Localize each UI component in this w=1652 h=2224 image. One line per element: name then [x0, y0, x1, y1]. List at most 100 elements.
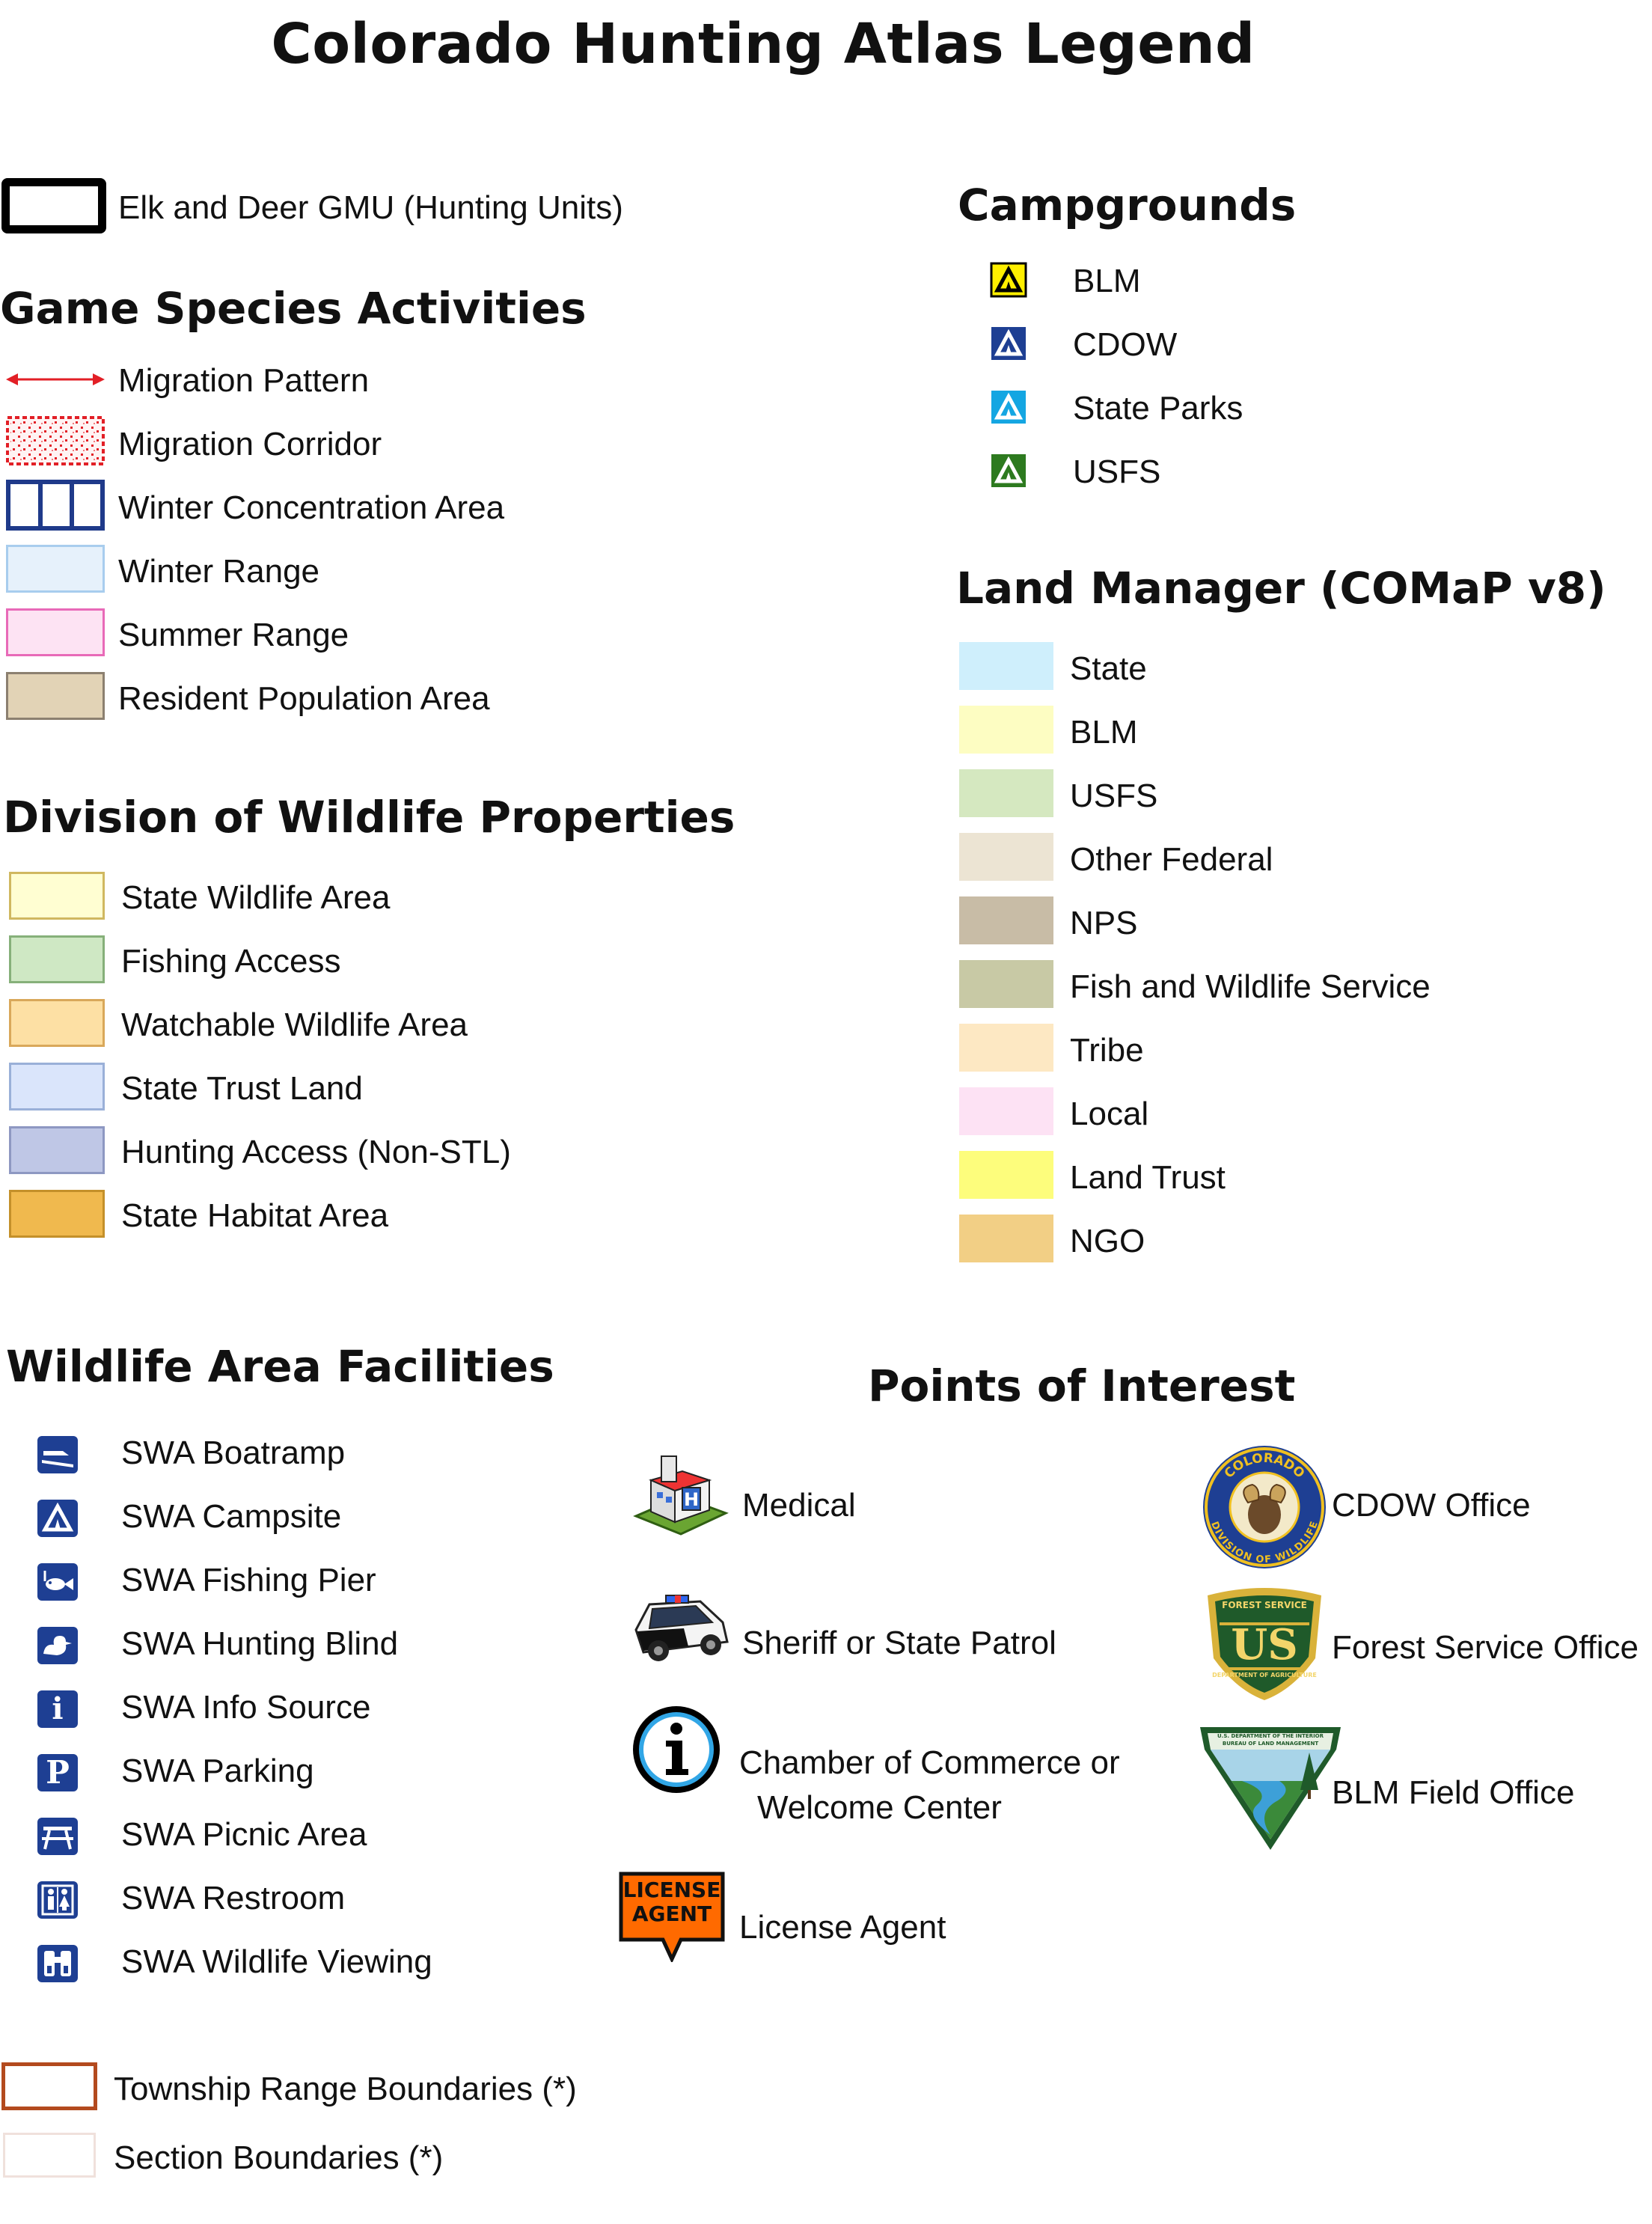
dow-properties-heading: Division of Wildlife Properties: [3, 792, 735, 843]
winter-concentration-symbol: [6, 480, 105, 534]
land-manager-swatch: [959, 1151, 1053, 1199]
legend-label: Resident Population Area: [118, 680, 490, 717]
legend-label: BLM: [1070, 714, 1138, 751]
legend-label: BLM Field Office: [1332, 1774, 1575, 1811]
usfs-shield-mid-text: US: [1231, 1620, 1298, 1669]
legend-label: SWA Boatramp: [121, 1435, 346, 1471]
legend-label: Winter Range: [118, 553, 320, 590]
winter-range-swatch: [6, 545, 105, 593]
facilities-heading: Wildlife Area Facilities: [6, 1341, 554, 1392]
poi-heading: Points of Interest: [868, 1360, 1296, 1411]
legend-label: SWA Hunting Blind: [121, 1625, 399, 1662]
land-manager-swatch: [959, 706, 1053, 754]
state-habitat-area-swatch: [9, 1190, 105, 1238]
legend-label: SWA Fishing Pier: [121, 1562, 376, 1598]
legend-label: Section Boundaries (*): [114, 2139, 444, 2176]
fishing-access-swatch: [9, 935, 105, 983]
legend-label: SWA Wildlife Viewing: [121, 1943, 432, 1980]
land-manager-swatch: [959, 642, 1053, 690]
hospital-building-icon: H: [628, 1450, 733, 1544]
license-sign-text-line2: AGENT: [631, 1901, 712, 1926]
blm-shield-icon: U.S. DEPARTMENT OF THE INTERIOR BUREAU O…: [1197, 1723, 1344, 1851]
usfs-shield-top-text: FOREST SERVICE: [1222, 1600, 1307, 1610]
land-manager-swatch: [959, 960, 1053, 1008]
legend-label: State Trust Land: [121, 1070, 363, 1107]
legend-label: SWA Restroom: [121, 1880, 346, 1916]
legend-label: Local: [1070, 1096, 1149, 1132]
blm-shield-bottom-text: BUREAU OF LAND MANAGEMENT: [1222, 1741, 1319, 1747]
migration-pattern-symbol: [6, 370, 105, 393]
land-manager-swatch: [959, 769, 1053, 817]
svg-text:H: H: [684, 1489, 699, 1510]
legend-title: Colorado Hunting Atlas Legend: [271, 12, 1255, 76]
legend-label: Migration Pattern: [118, 362, 370, 399]
info-icon: i: [37, 1690, 78, 1728]
legend-label: NGO: [1070, 1223, 1145, 1259]
campgrounds-heading: Campgrounds: [958, 180, 1297, 230]
gmu-label: Elk and Deer GMU (Hunting Units): [118, 189, 623, 226]
license-agent-sign-icon: LICENSE AGENT: [618, 1871, 726, 1962]
legend-label: Fish and Wildlife Service: [1070, 968, 1431, 1005]
section-boundary-swatch: [3, 2133, 96, 2178]
usfs-shield-bottom-text: DEPARTMENT OF AGRICULTURE: [1212, 1672, 1317, 1678]
land-manager-swatch: [959, 896, 1053, 944]
legend-label: SWA Campsite: [121, 1498, 342, 1535]
restroom-icon: [37, 1881, 78, 1922]
parking-icon: P: [37, 1754, 78, 1791]
info-circle-icon: [630, 1703, 723, 1800]
usfs-campground-icon: [990, 453, 1027, 492]
legend-label: SWA Picnic Area: [121, 1816, 367, 1853]
legend-label: Welcome Center: [757, 1789, 1002, 1826]
legend-label: Fishing Access: [121, 943, 341, 980]
legend-label: BLM: [1073, 263, 1141, 299]
legend-label: Tribe: [1070, 1032, 1144, 1069]
legend-label: Migration Corridor: [118, 426, 382, 462]
blm-shield-top-text: U.S. DEPARTMENT OF THE INTERIOR: [1217, 1733, 1324, 1739]
legend-label: Medical: [742, 1487, 856, 1524]
fish-icon: [37, 1563, 78, 1604]
legend-label: SWA Parking: [121, 1753, 314, 1789]
picnic-table-icon: [37, 1818, 78, 1859]
legend-label: State Parks: [1073, 390, 1243, 427]
duck-icon: [37, 1627, 78, 1668]
state-wildlife-area-swatch: [9, 872, 105, 920]
resident-population-swatch: [6, 672, 105, 720]
legend-label: USFS: [1073, 453, 1161, 490]
land-manager-swatch: [959, 1215, 1053, 1262]
boatramp-icon: [37, 1436, 78, 1477]
cdow-seal-icon: COLORADO DIVISION OF WILDLIFE: [1200, 1443, 1329, 1575]
township-range-boundary-swatch: [1, 2062, 97, 2110]
land-manager-swatch: [959, 1024, 1053, 1072]
state-parks-campground-icon: [990, 389, 1027, 429]
summer-range-swatch: [6, 608, 105, 656]
legend-label: Hunting Access (Non-STL): [121, 1134, 511, 1170]
legend-label: Summer Range: [118, 617, 349, 653]
legend-label: Winter Concentration Area: [118, 489, 505, 526]
legend-label: Other Federal: [1070, 841, 1273, 878]
tent-icon: [37, 1500, 78, 1541]
cdow-campground-icon: [990, 326, 1027, 365]
legend-label: Township Range Boundaries (*): [114, 2071, 577, 2107]
legend-label: USFS: [1070, 778, 1158, 814]
legend-label: CDOW Office: [1332, 1487, 1531, 1524]
police-car-icon: [628, 1585, 733, 1671]
game-species-heading: Game Species Activities: [0, 283, 587, 334]
legend-label: Sheriff or State Patrol: [742, 1625, 1056, 1661]
blm-campground-icon: [990, 262, 1027, 302]
state-trust-land-swatch: [9, 1063, 105, 1111]
land-manager-heading: Land Manager (COMaP v8): [956, 563, 1606, 614]
legend-label: Land Trust: [1070, 1159, 1226, 1196]
legend-label: License Agent: [739, 1909, 946, 1946]
watchable-wildlife-swatch: [9, 999, 105, 1047]
gmu-boundary-swatch: [1, 178, 106, 233]
legend-label: State Habitat Area: [121, 1197, 389, 1234]
legend-label: SWA Info Source: [121, 1689, 371, 1726]
legend-label: Chamber of Commerce or: [739, 1744, 1120, 1781]
legend-label: Forest Service Office: [1332, 1629, 1639, 1666]
migration-corridor-symbol: [6, 416, 105, 469]
legend-label: NPS: [1070, 905, 1138, 941]
hunting-access-swatch: [9, 1126, 105, 1174]
legend-label: Watchable Wildlife Area: [121, 1006, 468, 1043]
legend-label: State: [1070, 650, 1147, 687]
binoculars-icon: [37, 1945, 78, 1986]
